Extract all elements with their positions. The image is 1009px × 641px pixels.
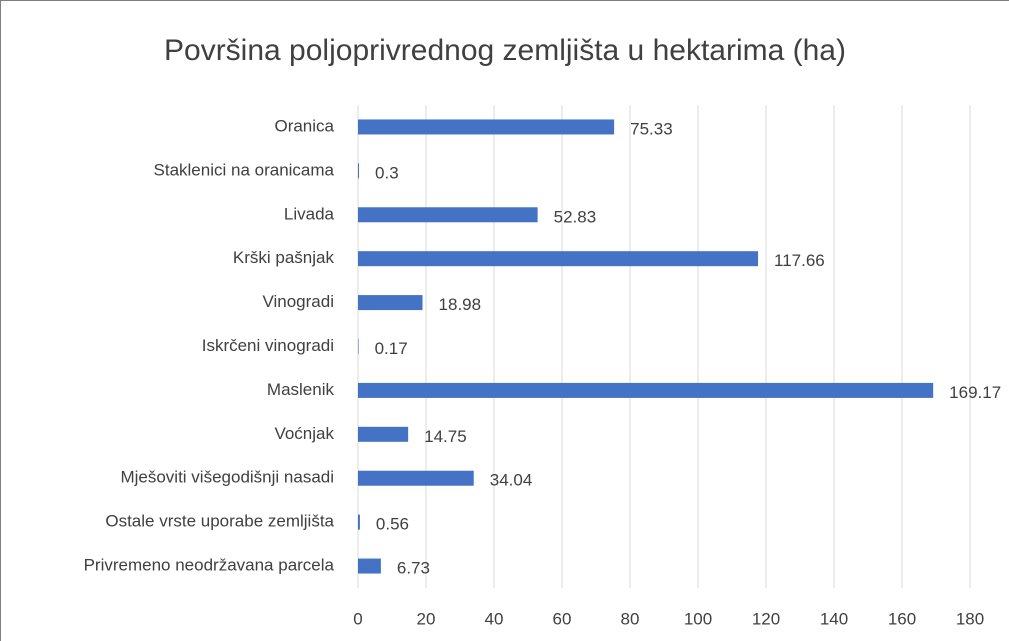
data-label: 75.33: [630, 119, 673, 138]
x-tick-label: 0: [353, 609, 362, 628]
x-tick-label: 80: [621, 609, 640, 628]
x-tick-label: 160: [888, 609, 916, 628]
data-label: 34.04: [490, 471, 533, 490]
bar: [358, 163, 360, 179]
bar: [358, 470, 474, 486]
data-label: 14.75: [424, 427, 467, 446]
x-tick-label: 120: [752, 609, 780, 628]
chart-title: Površina poljoprivrednog zemljišta u hek…: [164, 34, 846, 67]
bar: [358, 426, 409, 442]
bar: [358, 514, 360, 530]
x-tick-label: 100: [684, 609, 712, 628]
y-tick-label: Ostale vrste uporabe zemljišta: [105, 512, 334, 531]
y-tick-label: Livada: [284, 204, 335, 223]
data-label: 0.17: [375, 339, 408, 358]
y-tick-label: Krški pašnjak: [233, 248, 335, 267]
data-label: 18.98: [439, 295, 482, 314]
bar: [358, 119, 615, 135]
bar: [358, 382, 934, 398]
data-label: 117.66: [774, 251, 825, 270]
x-tick-label: 40: [485, 609, 504, 628]
y-tick-label: Staklenici na oranicama: [154, 160, 335, 179]
y-tick-label: Maslenik: [267, 380, 335, 399]
data-label: 169.17: [949, 383, 1001, 402]
data-label: 6.73: [397, 559, 430, 578]
y-tick-label: Privremeno neodržavana parcela: [84, 556, 335, 575]
data-label: 52.83: [554, 207, 597, 226]
bar: [358, 339, 359, 354]
bar: [358, 295, 423, 311]
y-tick-label: Vinogradi: [262, 292, 334, 311]
y-tick-label: Oranica: [274, 116, 334, 135]
x-tick-label: 180: [956, 609, 984, 628]
bar: [358, 251, 759, 267]
data-label: 0.3: [375, 163, 399, 182]
x-tick-label: 140: [820, 609, 848, 628]
x-tick-label: 20: [417, 609, 436, 628]
x-tick-label: 60: [553, 609, 572, 628]
bar: [358, 207, 538, 223]
y-tick-label: Voćnjak: [274, 424, 334, 443]
y-tick-label: Mješoviti višegodišnji nasadi: [120, 468, 334, 487]
bar: [358, 558, 381, 574]
data-label: 0.56: [376, 515, 409, 534]
y-tick-label: Iskrčeni vinogradi: [202, 336, 334, 355]
